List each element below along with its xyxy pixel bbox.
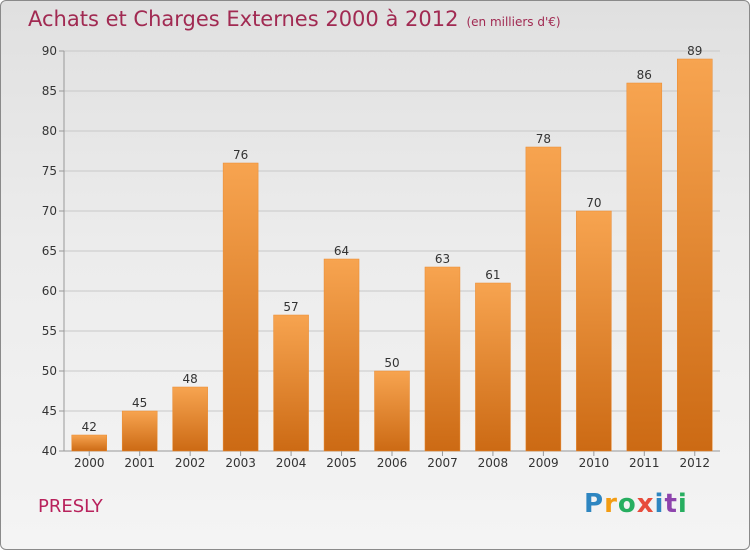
y-tick-label: 45 — [42, 404, 57, 418]
x-tick-label: 2010 — [579, 456, 610, 470]
bar-2005 — [323, 258, 360, 452]
data-label: 70 — [586, 196, 601, 210]
y-tick-label: 75 — [42, 164, 57, 178]
data-label: 86 — [637, 68, 652, 82]
chart-title-text: Achats et Charges Externes 2000 à 2012 — [28, 7, 459, 31]
chart-unit: (en milliers d'€) — [466, 15, 561, 29]
x-tick-label: 2002 — [175, 456, 206, 470]
commune-name: PRESLY — [38, 496, 103, 517]
chart-title: Achats et Charges Externes 2000 à 2012 (e… — [28, 7, 561, 31]
data-label: 63 — [435, 252, 450, 266]
y-tick-label: 60 — [42, 284, 57, 298]
y-tick-label: 80 — [42, 124, 57, 138]
data-label: 42 — [82, 420, 97, 434]
data-label: 48 — [183, 372, 198, 386]
x-tick-label: 2007 — [427, 456, 458, 470]
x-tick-label: 2000 — [74, 456, 105, 470]
data-label: 89 — [687, 44, 702, 58]
x-tick-label: 2009 — [528, 456, 559, 470]
logo-letter: r — [604, 489, 618, 519]
bar-2007 — [424, 266, 461, 452]
logo-letter: i — [677, 489, 688, 519]
bar-2006 — [374, 370, 410, 452]
logo-letter: P — [584, 489, 605, 519]
y-tick-label: 65 — [42, 244, 57, 258]
bar-2000 — [71, 434, 107, 452]
y-tick-label: 50 — [42, 364, 57, 378]
data-label: 57 — [283, 300, 298, 314]
x-tick-label: 2003 — [225, 456, 256, 470]
bar-2002 — [172, 386, 208, 452]
x-tick-label: 2011 — [629, 456, 660, 470]
bar-2004 — [273, 314, 309, 452]
data-label: 78 — [536, 132, 551, 146]
x-tick-label: 2004 — [276, 456, 307, 470]
data-label: 50 — [384, 356, 399, 370]
y-tick-label: 70 — [42, 204, 57, 218]
x-tick-label: 2001 — [124, 456, 155, 470]
y-tick-label: 90 — [42, 44, 57, 58]
proxiti-logo: Proxiti — [584, 489, 688, 519]
data-label: 76 — [233, 148, 248, 162]
logo-letter: t — [664, 489, 678, 519]
x-tick-label: 2005 — [326, 456, 357, 470]
logo-letter: x — [636, 489, 655, 519]
data-label: 45 — [132, 396, 147, 410]
y-tick-label: 85 — [42, 84, 57, 98]
x-tick-label: 2012 — [679, 456, 710, 470]
bar-2012 — [677, 58, 713, 452]
data-label: 61 — [485, 268, 500, 282]
y-tick-label: 40 — [42, 444, 57, 458]
y-tick-label: 55 — [42, 324, 57, 338]
bar-2008 — [475, 282, 511, 452]
logo-letter: i — [654, 489, 665, 519]
bar-2010 — [576, 210, 612, 452]
bar-2009 — [525, 146, 562, 452]
bar-2001 — [121, 410, 158, 452]
x-tick-label: 2008 — [478, 456, 509, 470]
bar-2003 — [222, 162, 259, 452]
logo-letter: o — [617, 489, 637, 519]
x-tick-label: 2006 — [377, 456, 408, 470]
data-label: 64 — [334, 244, 349, 258]
bar-2011 — [626, 82, 663, 452]
